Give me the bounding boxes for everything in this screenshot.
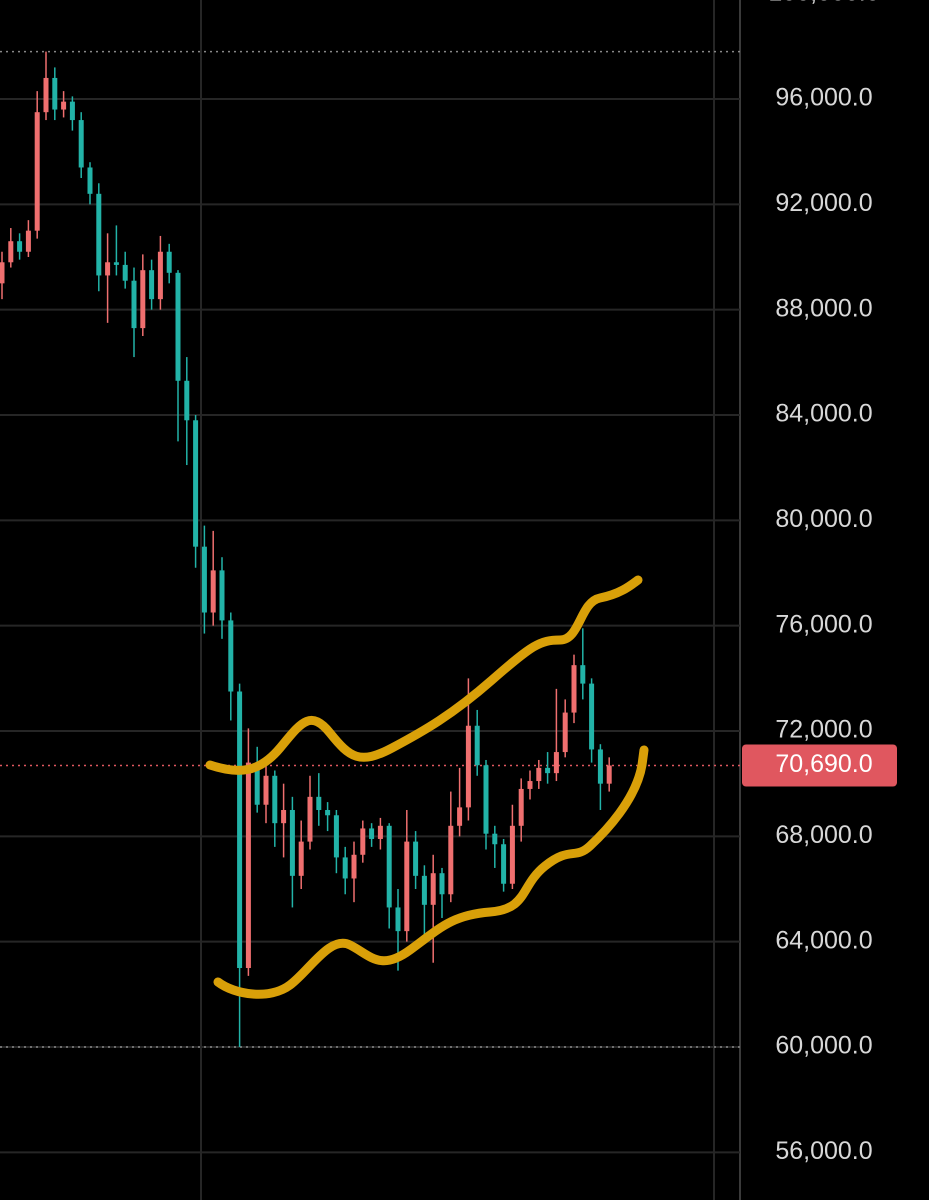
candle-body	[404, 841, 410, 932]
candle-body	[43, 77, 49, 113]
candle-body	[140, 270, 146, 329]
candle-body	[483, 765, 489, 834]
candle-body	[333, 815, 339, 858]
candle-body	[606, 765, 612, 784]
candle-body	[395, 907, 401, 932]
candle-body	[87, 167, 93, 194]
candle-body	[439, 873, 445, 895]
y-tick-label: 60,000.0	[775, 1032, 872, 1060]
candle-body	[457, 807, 463, 826]
y-tick-label: 84,000.0	[775, 400, 872, 428]
candle-body	[105, 262, 111, 276]
y-tick-label: 92,000.0	[775, 189, 872, 217]
candle-body	[527, 781, 533, 789]
candle-body	[492, 833, 498, 845]
y-tick-label: 80,000.0	[775, 505, 872, 533]
candle-body	[351, 854, 357, 879]
candle-body	[509, 825, 515, 884]
candle-body	[8, 241, 14, 263]
candle-body	[175, 272, 181, 381]
candle-body	[245, 762, 251, 969]
candle-body	[501, 844, 507, 884]
y-tick-label: 68,000.0	[775, 821, 872, 849]
candle-body	[562, 712, 568, 753]
candle-body	[289, 810, 295, 876]
price-axis: 56,000.0 60,000.0 64,000.0 68,000.0 72,000.0…	[742, 0, 897, 1165]
y-tick-label: 64,000.0	[775, 926, 872, 954]
candle-body	[377, 825, 383, 839]
candle-body	[263, 775, 269, 805]
candle-body	[518, 788, 524, 826]
candle-body	[430, 873, 436, 905]
candle-body	[52, 77, 58, 110]
candle-body	[96, 193, 102, 276]
candle-body	[61, 101, 67, 110]
candle-body	[580, 665, 586, 684]
candle-body	[193, 420, 199, 547]
candle-body	[360, 828, 366, 855]
candle-body	[228, 620, 234, 692]
candle-body	[131, 280, 137, 329]
candle-body	[413, 841, 419, 876]
y-tick-label: 56,000.0	[775, 1137, 872, 1165]
candle-body	[589, 683, 595, 750]
y-tick-label: 100,000.0	[768, 0, 879, 6]
y-tick-label: 72,000.0	[775, 716, 872, 744]
lower-trend-curve	[213, 745, 649, 999]
candle-body	[325, 810, 331, 816]
candle-body	[272, 775, 278, 824]
candle-body	[342, 857, 348, 879]
candle-body	[316, 796, 322, 811]
candle-body	[25, 230, 31, 252]
candle-body	[210, 570, 216, 613]
annotations	[205, 575, 649, 999]
last-price-label: 70,690.0	[775, 750, 872, 778]
candle-body	[597, 749, 603, 784]
candle-body	[448, 825, 454, 895]
candle-body	[166, 251, 172, 273]
candle-body	[113, 262, 119, 265]
candle-body	[281, 810, 287, 824]
candle-body	[254, 762, 260, 805]
y-tick-label: 96,000.0	[775, 84, 872, 112]
candle-body	[0, 262, 5, 284]
candle-body	[201, 546, 207, 613]
candle-body	[545, 767, 551, 774]
candle-body	[34, 112, 40, 231]
candle-body	[157, 251, 163, 300]
candle-body	[553, 752, 559, 774]
candle-body	[17, 241, 23, 252]
candle-body	[237, 691, 243, 969]
grid	[0, 50, 740, 1154]
candle-body	[386, 825, 392, 908]
candle-body	[122, 264, 128, 281]
candle-body	[421, 875, 427, 905]
candle-body	[474, 725, 480, 766]
last-price-box	[742, 744, 897, 787]
upper-trend-curve	[205, 575, 643, 775]
candle-body	[369, 828, 375, 839]
candle-body	[184, 380, 190, 421]
candle-body	[571, 665, 577, 713]
candle-body	[219, 570, 225, 621]
candle-body	[536, 767, 542, 782]
y-tick-label: 88,000.0	[775, 294, 872, 322]
candle-body	[78, 120, 84, 168]
candle-body	[69, 101, 75, 121]
candle-body	[307, 796, 313, 842]
y-tick-label: 76,000.0	[775, 610, 872, 638]
candle-body	[298, 841, 304, 876]
candles	[0, 51, 612, 1048]
candle-body	[465, 725, 471, 808]
candle-body	[149, 270, 155, 300]
